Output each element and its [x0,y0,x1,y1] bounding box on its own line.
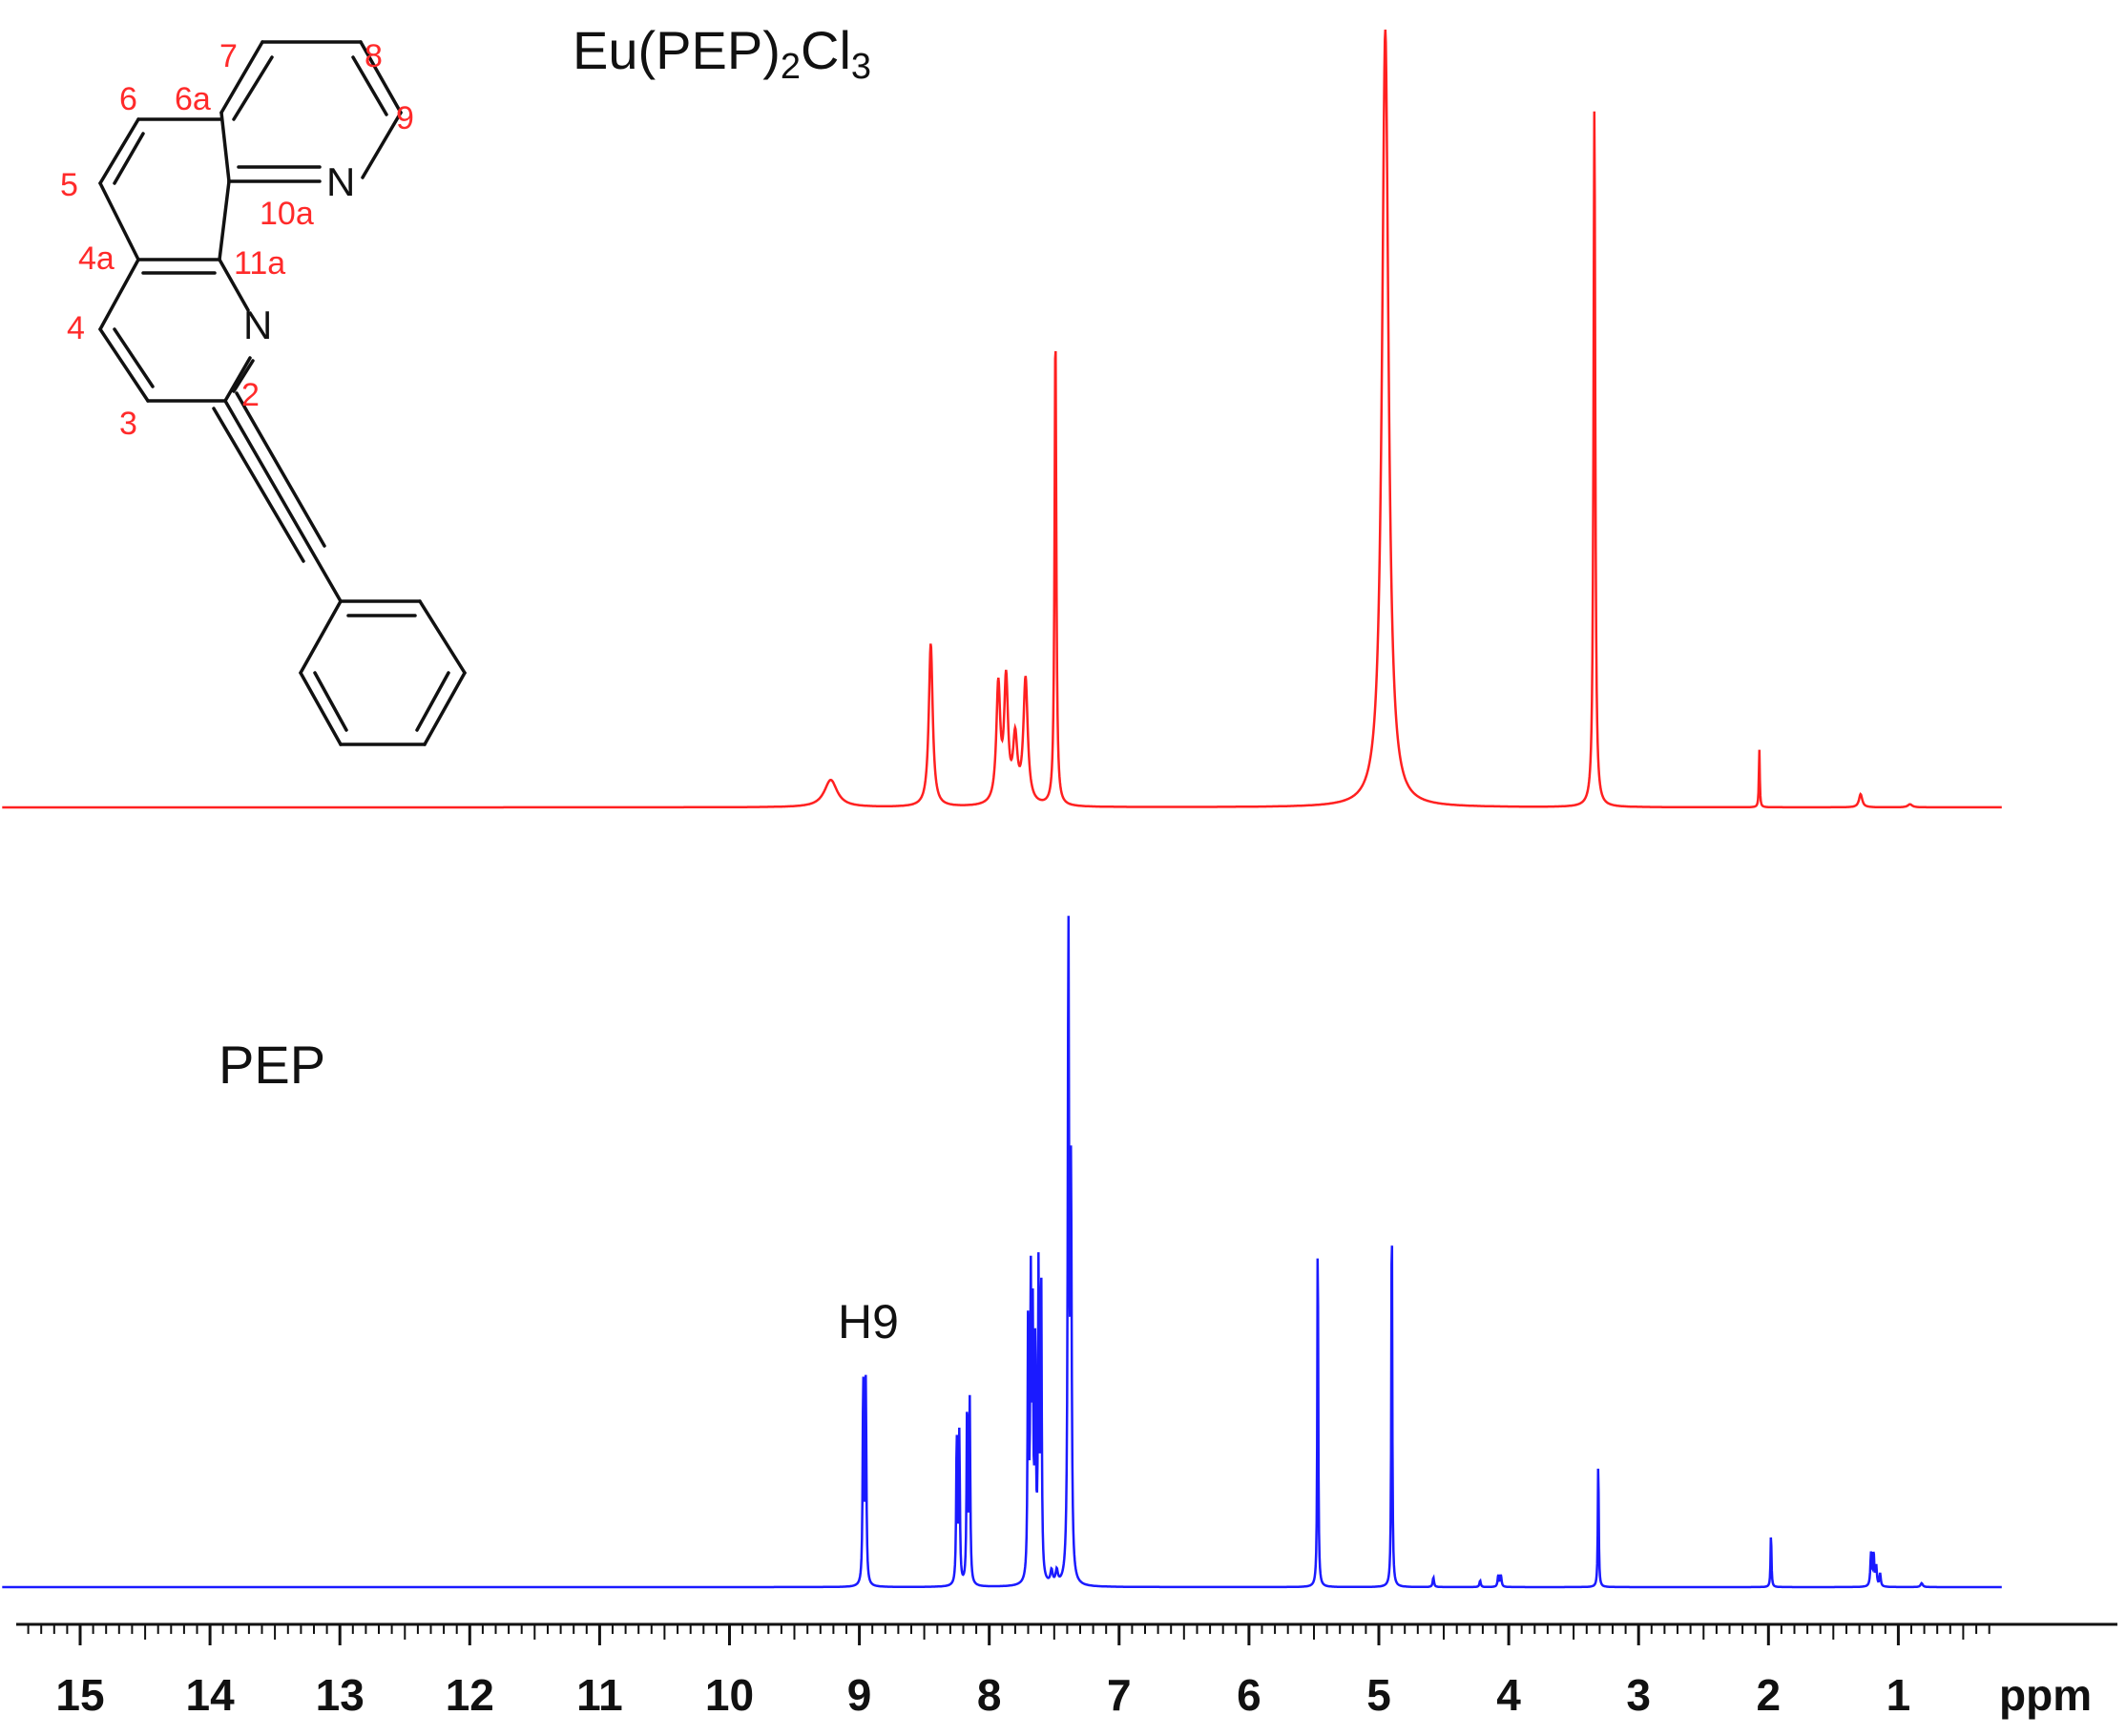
atom-n-bottom: N [243,303,272,347]
x-tick-label: 2 [1757,1670,1782,1720]
atom-label-9: 9 [396,100,414,136]
x-tick-label: 5 [1366,1670,1391,1720]
eu-series-label: Eu(PEP)2Cl3 [573,20,871,87]
pep-series-label: PEP [219,1035,325,1095]
x-tick-label: 14 [186,1670,236,1720]
atom-label-4a: 4a [78,241,115,277]
x-tick-label: 1 [1886,1670,1911,1720]
x-tick-label: 12 [446,1670,494,1720]
atom-label-4: 4 [67,310,85,346]
x-tick-label: 7 [1107,1670,1132,1720]
atom-label-5: 5 [60,167,78,203]
x-tick-label: 10 [705,1670,754,1720]
atom-label-10a: 10a [260,196,314,232]
eu-pep2cl3-spectrum-line [2,29,2002,809]
atom-label-8: 8 [365,38,383,74]
atom-label-3: 3 [119,406,137,442]
atom-n-top: N [326,159,355,204]
pep-structure [98,40,467,746]
atom-label-6a: 6a [175,81,211,117]
x-tick-label: 4 [1496,1670,1521,1720]
x-tick-label: 9 [847,1670,872,1720]
x-axis: 15 14 13 12 11 10 9 8 7 6 5 4 3 2 1 ppm [16,1622,2117,1720]
x-tick-label: 11 [576,1670,623,1720]
atom-label-7: 7 [219,38,238,74]
x-axis-tick-labels: 15 14 13 12 11 10 9 8 7 6 5 4 3 2 1 [55,1670,1910,1720]
x-axis-ticks [27,1624,1991,1645]
atom-label-2: 2 [241,377,260,413]
atom-label-11a: 11a [234,245,285,282]
pep-spectrum-line [2,915,2002,1589]
atom-label-6: 6 [119,81,137,117]
x-tick-label: 6 [1237,1670,1261,1720]
x-tick-label: 13 [316,1670,365,1720]
h9-annotation: H9 [838,1295,899,1349]
x-axis-title: ppm [1999,1670,2092,1720]
x-tick-label: 15 [55,1670,104,1720]
x-tick-label: 3 [1626,1670,1651,1720]
x-tick-label: 8 [977,1670,1002,1720]
